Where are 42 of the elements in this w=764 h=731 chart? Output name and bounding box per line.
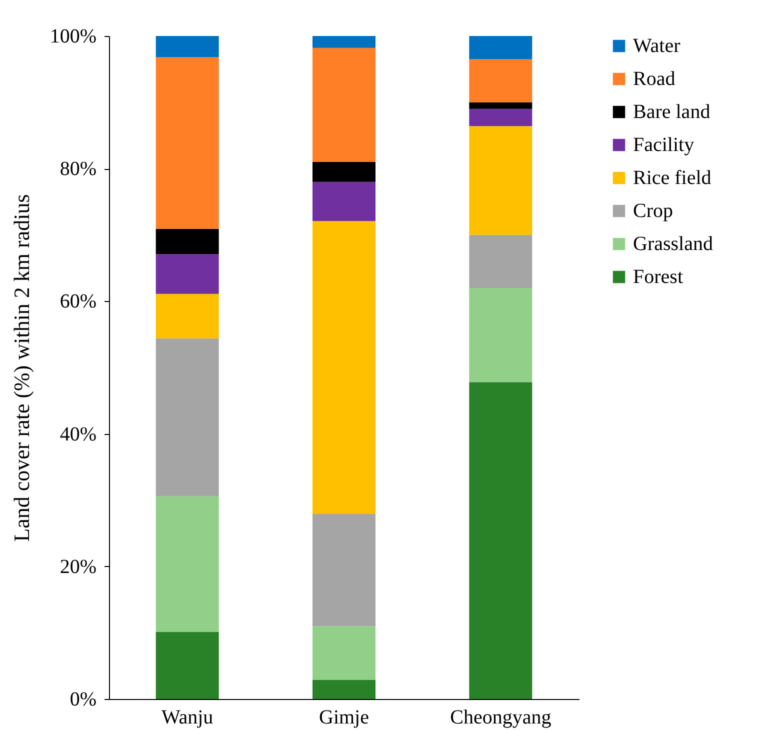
bar	[156, 294, 219, 338]
x-tick-label: Cheongyang	[450, 706, 552, 728]
y-axis-title: Land cover rate (%) within 2 km radius	[8, 194, 34, 542]
legend-label: Grassland	[633, 233, 713, 255]
legend-label: Crop	[633, 200, 673, 222]
bar	[469, 126, 532, 235]
bar	[469, 59, 532, 102]
legend-label: Facility	[633, 134, 694, 156]
legend-label: Road	[633, 68, 676, 90]
y-tick-label: 20%	[60, 556, 96, 578]
y-tick-label: 80%	[60, 158, 96, 180]
bar	[156, 254, 219, 294]
bar	[312, 626, 376, 680]
bar	[312, 680, 376, 699]
bar	[156, 632, 219, 699]
y-tick-label: 0%	[70, 688, 96, 710]
bar	[469, 102, 532, 109]
y-tick-label: 40%	[60, 423, 96, 446]
bar	[156, 338, 219, 496]
x-tick-label: Gimje	[319, 706, 370, 728]
x-tick-label: Wanju	[161, 706, 214, 728]
legend-label: Rice field	[633, 167, 712, 189]
y-tick-label: 60%	[60, 290, 96, 313]
y-tick-label: 100%	[50, 26, 96, 48]
bar	[469, 36, 532, 60]
bar	[156, 36, 219, 58]
bar	[469, 108, 532, 126]
bar	[469, 382, 532, 699]
legend-label: Forest	[633, 266, 684, 288]
bar	[469, 234, 532, 288]
bar	[156, 57, 219, 229]
legend-label: Bare land	[633, 101, 710, 123]
bar	[312, 220, 376, 514]
bar	[312, 162, 376, 182]
bar	[312, 36, 376, 48]
bar	[312, 182, 376, 221]
bar	[156, 228, 219, 254]
bar	[312, 48, 376, 162]
bar	[469, 288, 532, 382]
bar	[156, 496, 219, 632]
legend-label: Water	[633, 35, 681, 57]
bar	[312, 514, 376, 626]
